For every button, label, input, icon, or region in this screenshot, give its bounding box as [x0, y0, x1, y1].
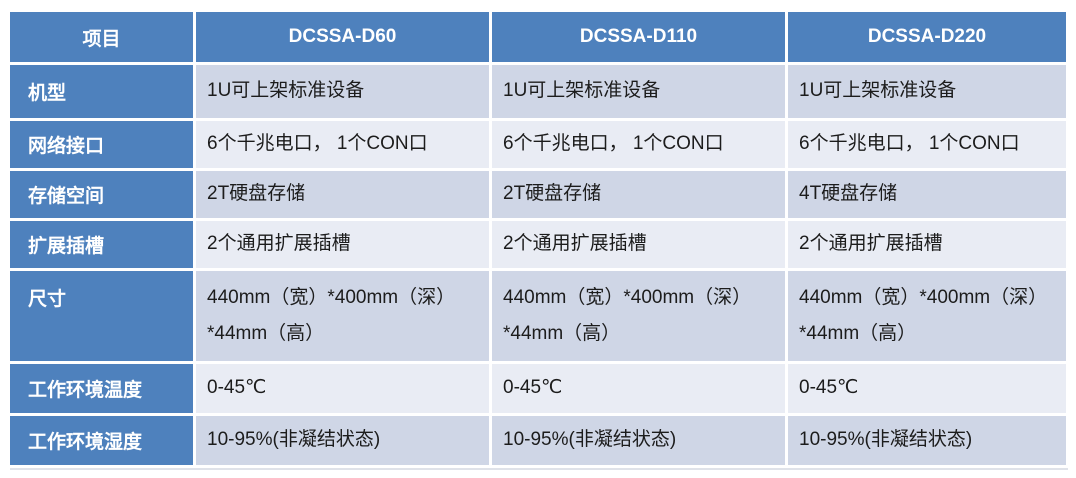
table-row-network-interfaces: 网络接口 6个千兆电口， 1个CON口 6个千兆电口， 1个CON口 6个千兆电… — [10, 121, 1066, 168]
header-cell-dcssa-d60: DCSSA-D60 — [196, 12, 489, 62]
spec-cell: 440mm（宽）*400mm（深） *44mm（高） — [492, 271, 785, 361]
spec-cell: 1U可上架标准设备 — [196, 65, 489, 118]
table-row-operating-humidity: 工作环境湿度 10-95%(非凝结状态) 10-95%(非凝结状态) 10-95… — [10, 416, 1066, 465]
table-bottom-shadow — [10, 468, 1068, 470]
spec-cell: 0-45℃ — [788, 364, 1066, 413]
spec-cell: 6个千兆电口， 1个CON口 — [492, 121, 785, 168]
table-row-storage: 存储空间 2T硬盘存储 2T硬盘存储 4T硬盘存储 — [10, 171, 1066, 218]
spec-cell: 10-95%(非凝结状态) — [196, 416, 489, 465]
row-label-operating-humidity: 工作环境湿度 — [10, 416, 193, 465]
header-row: 项目 DCSSA-D60 DCSSA-D110 DCSSA-D220 — [10, 12, 1066, 62]
spec-cell: 4T硬盘存储 — [788, 171, 1066, 218]
spec-cell: 2个通用扩展插槽 — [492, 221, 785, 268]
spec-cell: 440mm（宽）*400mm（深） *44mm（高） — [196, 271, 489, 361]
spec-table-header: 项目 DCSSA-D60 DCSSA-D110 DCSSA-D220 — [10, 12, 1066, 62]
spec-cell: 2T硬盘存储 — [492, 171, 785, 218]
table-row-expansion-slots: 扩展插槽 2个通用扩展插槽 2个通用扩展插槽 2个通用扩展插槽 — [10, 221, 1066, 268]
spec-cell: 2个通用扩展插槽 — [196, 221, 489, 268]
row-label-operating-temperature: 工作环境温度 — [10, 364, 193, 413]
spec-cell: 10-95%(非凝结状态) — [788, 416, 1066, 465]
table-row-operating-temperature: 工作环境温度 0-45℃ 0-45℃ 0-45℃ — [10, 364, 1066, 413]
row-label-model: 机型 — [10, 65, 193, 118]
spec-table-body: 机型 1U可上架标准设备 1U可上架标准设备 1U可上架标准设备 网络接口 6个… — [10, 65, 1066, 465]
row-label-network-interfaces: 网络接口 — [10, 121, 193, 168]
table-row-dimensions: 尺寸 440mm（宽）*400mm（深） *44mm（高） 440mm（宽）*4… — [10, 271, 1066, 361]
spec-cell: 6个千兆电口， 1个CON口 — [196, 121, 489, 168]
spec-cell: 1U可上架标准设备 — [492, 65, 785, 118]
header-cell-item: 项目 — [10, 12, 193, 62]
spec-cell: 440mm（宽）*400mm（深） *44mm（高） — [788, 271, 1066, 361]
spec-cell: 10-95%(非凝结状态) — [492, 416, 785, 465]
table-row-model: 机型 1U可上架标准设备 1U可上架标准设备 1U可上架标准设备 — [10, 65, 1066, 118]
spec-table: 项目 DCSSA-D60 DCSSA-D110 DCSSA-D220 机型 1U… — [7, 9, 1069, 468]
row-label-dimensions: 尺寸 — [10, 271, 193, 361]
spec-cell: 2个通用扩展插槽 — [788, 221, 1066, 268]
spec-cell: 1U可上架标准设备 — [788, 65, 1066, 118]
spec-cell: 2T硬盘存储 — [196, 171, 489, 218]
header-cell-dcssa-d110: DCSSA-D110 — [492, 12, 785, 62]
row-label-storage: 存储空间 — [10, 171, 193, 218]
spec-cell: 0-45℃ — [492, 364, 785, 413]
spec-cell: 0-45℃ — [196, 364, 489, 413]
row-label-expansion-slots: 扩展插槽 — [10, 221, 193, 268]
spec-cell: 6个千兆电口， 1个CON口 — [788, 121, 1066, 168]
header-cell-dcssa-d220: DCSSA-D220 — [788, 12, 1066, 62]
